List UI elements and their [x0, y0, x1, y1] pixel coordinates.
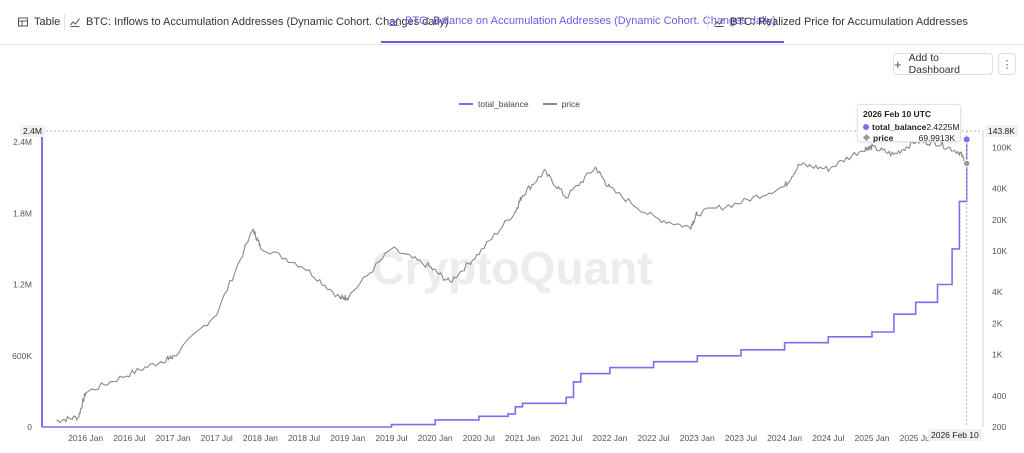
total-balance-marker — [962, 135, 971, 144]
tab-divider — [707, 14, 708, 30]
tooltip-series-value: 2.4225M — [926, 121, 960, 132]
x-tick-label: 2022 Jul — [638, 433, 670, 443]
y-right-tick-label: 100K — [992, 142, 1012, 152]
series-dot-icon — [863, 123, 869, 130]
x-tick-label: 2023 Jul — [725, 433, 757, 443]
tab-label: BTC: Inflows to Accumulation Addresses (… — [86, 15, 449, 28]
legend-label: price — [561, 99, 581, 109]
y-left-tick-label: 2.4M — [13, 137, 32, 147]
tooltip-series-value: 69.9913K — [918, 132, 955, 143]
x-tick-label: 2016 Jan — [68, 433, 103, 443]
watermark: CryptoQuant — [371, 242, 652, 294]
x-tick-label: 2021 Jan — [505, 433, 540, 443]
price-series-line — [56, 136, 968, 424]
tab-inflows[interactable]: BTC: Inflows to Accumulation Addresses (… — [70, 0, 449, 43]
y-right-tick-label: 2K — [992, 318, 1003, 328]
y-right-tick-label: 200 — [992, 422, 1006, 432]
y-left-tick-label: 1.2M — [13, 280, 32, 290]
chart-legend: total_balance price — [459, 99, 594, 109]
x-tick-label: 2024 Jan — [767, 433, 802, 443]
add-to-dashboard-button[interactable]: + Add to Dashboard — [893, 52, 993, 76]
total-balance-series-line — [42, 139, 968, 428]
y-right-tick-label: 1K — [992, 350, 1003, 360]
chart-tooltip: 2026 Feb 10 UTC total_balance 2.4225M pr… — [857, 104, 961, 143]
tooltip-row-price: price 69.9913K — [862, 132, 955, 143]
y-right-tick-label: 40K — [992, 184, 1007, 194]
x-tick-label: 2025 Jul — [900, 433, 932, 443]
x-tick-label: 2019 Jul — [375, 433, 407, 443]
add-to-dashboard-label: Add to Dashboard — [908, 52, 960, 76]
x-axis-value-flag: 2026 Feb 10 — [928, 429, 982, 441]
chart-icon — [70, 17, 80, 27]
x-tick-label: 2019 Jan — [330, 433, 365, 443]
x-tick-label: 2017 Jul — [201, 433, 233, 443]
tooltip-row-balance: total_balance 2.4225M — [863, 121, 959, 132]
tab-table[interactable]: Table — [18, 0, 60, 43]
left-axis-value-flag: 2.4M — [20, 125, 45, 137]
series-diamond-icon — [862, 133, 871, 142]
tab-bar: Table BTC: Inflows to Accumulation Addre… — [0, 0, 1024, 45]
tooltip-series-name: price — [873, 132, 894, 143]
chart-icon — [714, 17, 724, 27]
legend-swatch-icon — [542, 103, 557, 105]
y-left-tick-label: 600K — [12, 351, 32, 361]
tooltip-date: 2026 Feb 10 UTC — [863, 109, 932, 119]
more-vertical-icon: ⋮ — [1001, 58, 1013, 71]
x-tick-label: 2022 Jan — [592, 433, 627, 443]
x-tick-label: 2020 Jul — [463, 433, 495, 443]
x-tick-label: 2018 Jan — [243, 433, 278, 443]
right-axis-value-flag: 143.8K — [985, 125, 1018, 137]
tab-label: BTC: Realized Price for Accumulation Add… — [730, 15, 968, 28]
x-tick-label: 2024 Jul — [812, 433, 844, 443]
chart-icon — [389, 16, 399, 26]
y-right-tick-label: 4K — [992, 287, 1003, 297]
tab-divider — [379, 14, 380, 30]
x-tick-label: 2025 Jan — [855, 433, 890, 443]
table-icon — [18, 17, 28, 26]
x-tick-label: 2023 Jan — [680, 433, 715, 443]
legend-swatch-icon — [459, 103, 473, 105]
y-left-tick-label: 1.8M — [13, 208, 32, 218]
tab-label: BTC: Balance on Accumulation Addresses (… — [405, 14, 777, 27]
more-options-button[interactable]: ⋮ — [998, 53, 1016, 75]
tab-label: Table — [34, 15, 61, 28]
legend-item-total-balance[interactable]: total_balance — [459, 99, 529, 109]
price-marker — [962, 159, 971, 168]
x-tick-label: 2020 Jan — [418, 433, 453, 443]
x-tick-label: 2016 Jul — [113, 433, 145, 443]
tab-realized-price[interactable]: BTC: Realized Price for Accumulation Add… — [714, 0, 968, 43]
tab-divider — [64, 14, 65, 30]
x-tick-label: 2021 Jul — [550, 433, 582, 443]
y-right-tick-label: 10K — [992, 246, 1007, 256]
tab-balance[interactable]: BTC: Balance on Accumulation Addresses (… — [381, 0, 785, 43]
y-right-tick-label: 400 — [992, 391, 1006, 401]
y-right-tick-label: 20K — [992, 215, 1007, 225]
x-tick-label: 2018 Jul — [288, 433, 320, 443]
legend-item-price[interactable]: price — [542, 99, 581, 109]
tooltip-series-name: total_balance — [872, 121, 927, 132]
x-tick-label: 2017 Jan — [156, 433, 191, 443]
legend-label: total_balance — [478, 99, 529, 109]
y-left-tick-label: 0 — [27, 422, 32, 432]
plus-icon: + — [894, 56, 902, 72]
